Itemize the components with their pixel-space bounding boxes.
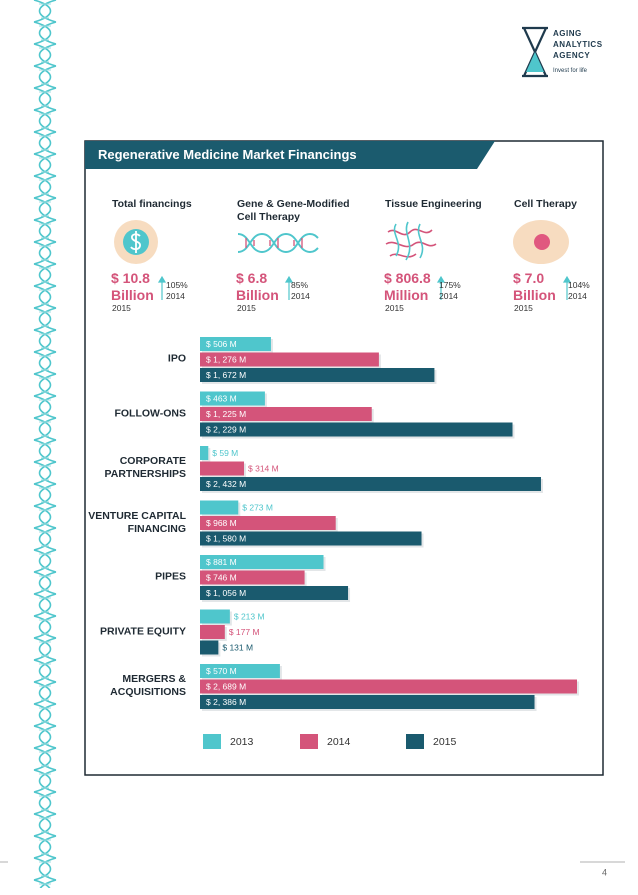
bar-value-label: $ 881 M [206, 557, 237, 567]
legend-label: 2013 [230, 736, 254, 748]
category-label: VENTURE CAPITAL FINANCING [88, 509, 186, 535]
dna-strip [32, 0, 58, 888]
panel-banner [85, 141, 495, 169]
bar [200, 609, 230, 624]
stat-value: $ 806.8 [384, 270, 431, 286]
bar-value-label: $ 2, 386 M [206, 697, 246, 707]
bar-value-label: $ 59 M [212, 448, 238, 458]
logo-mark [522, 26, 548, 78]
bar-value-label: $ 506 M [206, 339, 237, 349]
bar [200, 570, 305, 585]
icon-tissue [385, 221, 437, 261]
bar [200, 461, 245, 476]
bar-value-label: $ 463 M [206, 393, 237, 403]
bar [200, 531, 422, 546]
stat-growth-year: 2014 [166, 291, 185, 301]
icon-dollar [114, 220, 158, 264]
bar-value-label: $ 273 M [242, 502, 273, 512]
bar-value-label: $ 1, 056 M [206, 588, 246, 598]
bar-value-label: $ 1, 672 M [206, 370, 246, 380]
bar [200, 516, 336, 530]
stat-value: $ 7.0 [513, 270, 545, 286]
category-label: FOLLOW-ONS [114, 407, 186, 419]
bar [200, 679, 577, 694]
stat-growth-year: 2014 [568, 291, 587, 301]
stat-year: 2015 [112, 303, 131, 313]
stat-growth: 105% [166, 280, 188, 290]
bar-value-label: $ 2, 689 M [206, 681, 246, 691]
stat-growth-year: 2014 [291, 291, 310, 301]
stat-year: 2015 [385, 303, 404, 313]
stat-unit: Million [384, 287, 429, 303]
icon-dna [237, 232, 319, 254]
stat-unit: Billion [111, 287, 154, 303]
bar-value-label: $ 968 M [206, 518, 237, 528]
legend-swatch [300, 734, 318, 749]
bar-value-label: $ 177 M [229, 627, 260, 637]
bar [200, 586, 349, 600]
bar [200, 500, 239, 515]
logo-tagline: Invest for life [553, 68, 588, 74]
logo-text: ANALYTICS [553, 40, 603, 49]
logo-text: AGENCY [553, 51, 591, 60]
category-label: PIPES [155, 570, 186, 583]
stat-title: Total financings [112, 198, 192, 210]
stat-unit: Billion [236, 287, 279, 303]
bar-value-label: $ 570 M [206, 666, 237, 676]
category-label: MERGERS & ACQUISITIONS [110, 673, 186, 698]
stat-unit: Billion [513, 287, 556, 303]
bar-value-label: $ 1, 580 M [206, 533, 246, 543]
bar [200, 352, 379, 367]
legend-label: 2014 [327, 736, 351, 748]
category-label: CORPORATE PARTNERSHIPS [104, 455, 186, 480]
bar-value-label: $ 131 M [222, 642, 253, 652]
category-label: PRIVATE EQUITY [100, 625, 186, 637]
stat-value: $ 10.8 [111, 270, 150, 286]
bar-value-label: $ 1, 225 M [206, 409, 246, 419]
bar [200, 337, 271, 351]
bar-value-label: $ 2, 229 M [206, 424, 246, 434]
legend-swatch [406, 734, 424, 749]
bar [200, 446, 209, 460]
bar [200, 555, 324, 569]
legend-swatch [203, 734, 221, 749]
bar-value-label: $ 746 M [206, 572, 237, 582]
bar [200, 407, 372, 421]
legend-label: 2015 [433, 736, 457, 748]
page-number: 4 [602, 867, 607, 877]
bar [200, 422, 513, 437]
bar [200, 477, 541, 491]
stat-title: Tissue Engineering [385, 198, 482, 210]
stat-growth: 85% [291, 280, 309, 290]
stat-growth-year: 2014 [439, 291, 458, 301]
stat-growth: 175% [439, 280, 461, 290]
bar [200, 625, 225, 639]
bar [200, 368, 435, 382]
logo-text: AGING [553, 29, 582, 38]
bar [200, 640, 219, 655]
bar [200, 695, 535, 709]
bar-value-label: $ 1, 276 M [206, 354, 246, 364]
icon-cell [513, 220, 569, 264]
stat-year: 2015 [237, 303, 256, 313]
panel-title: Regenerative Medicine Market Financings [98, 147, 357, 162]
bar-value-label: $ 2, 432 M [206, 479, 246, 489]
stat-title: Cell Therapy [514, 198, 578, 210]
stat-value: $ 6.8 [236, 270, 268, 286]
stat-year: 2015 [514, 303, 533, 313]
bar [200, 391, 265, 406]
category-label: IPO [167, 352, 186, 365]
stat-title: Gene & Gene-Modified Cell Therapy [237, 198, 350, 223]
stat-growth: 104% [568, 280, 590, 290]
growth-arrows [157, 275, 572, 300]
bar [200, 664, 280, 678]
bar-value-label: $ 213 M [234, 611, 265, 621]
bar-value-label: $ 314 M [248, 463, 279, 473]
